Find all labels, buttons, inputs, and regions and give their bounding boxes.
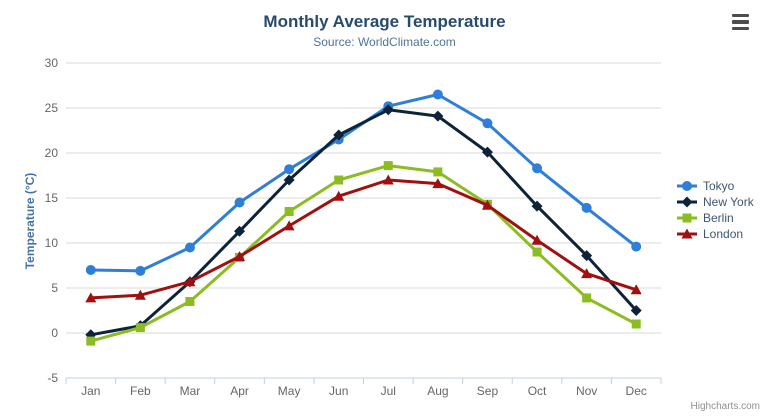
legend-item-label: Berlin	[703, 211, 734, 225]
series-new-york	[85, 104, 642, 341]
x-axis-label: Mar	[180, 384, 201, 398]
data-point[interactable]	[283, 220, 295, 231]
series-london	[85, 174, 642, 303]
data-point[interactable]	[334, 175, 344, 185]
legend-item-london[interactable]: London	[676, 226, 754, 242]
x-axis-label: Apr	[230, 384, 249, 398]
x-axis-label: Jan	[81, 384, 100, 398]
series-line[interactable]	[89, 108, 638, 337]
x-axis-label: Oct	[528, 384, 547, 398]
credits-link[interactable]: Highcharts.com	[690, 401, 760, 412]
y-axis-label: -5	[47, 371, 58, 385]
data-point[interactable]	[432, 89, 443, 100]
x-axis-label: Aug	[427, 384, 448, 398]
x-axis-label: May	[278, 384, 301, 398]
y-axis-label: 15	[45, 191, 59, 205]
data-point[interactable]	[283, 174, 295, 186]
series-line[interactable]	[89, 178, 638, 300]
square-marker-icon	[677, 213, 697, 223]
legend-item-label: Tokyo	[703, 179, 735, 193]
data-point[interactable]	[630, 284, 642, 295]
data-point[interactable]	[185, 297, 195, 306]
data-point[interactable]	[135, 265, 146, 276]
square-marker-icon[interactable]	[682, 213, 692, 223]
data-point[interactable]	[234, 197, 245, 208]
x-axis-label: Feb	[130, 384, 151, 398]
data-point[interactable]	[481, 199, 493, 210]
y-axis-label: 20	[45, 146, 59, 160]
data-point[interactable]	[85, 265, 96, 275]
data-point[interactable]	[184, 242, 195, 253]
data-point[interactable]	[333, 190, 345, 201]
legend-item-tokyo[interactable]: Tokyo	[676, 178, 754, 194]
data-point[interactable]	[481, 146, 493, 158]
data-point[interactable]	[333, 129, 345, 141]
series-line[interactable]	[89, 164, 638, 343]
diamond-marker-icon[interactable]	[681, 196, 693, 208]
y-axis-label: 0	[51, 326, 58, 340]
x-axis-label: Dec	[626, 384, 647, 398]
triangle-marker-icon[interactable]	[681, 228, 693, 239]
data-point[interactable]	[532, 247, 542, 257]
x-axis-label: Sep	[477, 384, 499, 398]
circle-marker-icon	[677, 181, 697, 191]
chart-subtitle: Source: WorldClimate.com	[313, 35, 456, 49]
data-point[interactable]	[284, 164, 295, 175]
legend-item-berlin[interactable]: Berlin	[676, 210, 754, 226]
y-axis-label: 30	[45, 56, 59, 70]
data-point[interactable]	[531, 200, 543, 212]
data-point[interactable]	[631, 319, 641, 329]
export-menu-button[interactable]	[730, 11, 752, 33]
x-axis-label: Jun	[329, 384, 348, 398]
data-point[interactable]	[630, 305, 642, 316]
hamburger-menu-icon	[732, 13, 749, 18]
data-point[interactable]	[531, 234, 543, 245]
data-point[interactable]	[135, 323, 145, 333]
data-point[interactable]	[86, 336, 96, 346]
series-tokyo	[85, 89, 642, 276]
data-point[interactable]	[382, 104, 394, 116]
triangle-marker-icon	[677, 228, 697, 239]
data-point[interactable]	[382, 174, 394, 185]
y-axis-label: 10	[45, 236, 59, 250]
legend-item-new-york[interactable]: New York	[676, 194, 754, 210]
data-point[interactable]	[581, 268, 593, 279]
data-point[interactable]	[234, 251, 246, 261]
y-axis-label: 25	[45, 101, 59, 115]
data-point[interactable]	[631, 241, 642, 252]
y-axis-label: 5	[51, 281, 58, 295]
data-point[interactable]	[432, 110, 444, 122]
x-axis-label: Jul	[381, 384, 396, 398]
data-point[interactable]	[432, 178, 444, 189]
data-point[interactable]	[482, 118, 493, 129]
data-point[interactable]	[532, 163, 543, 174]
chart-title: Monthly Average Temperature	[263, 12, 506, 31]
data-point[interactable]	[383, 161, 393, 171]
diamond-marker-icon	[677, 196, 697, 208]
data-point[interactable]	[581, 250, 593, 262]
legend-item-label: New York	[703, 195, 754, 209]
data-point[interactable]	[134, 289, 146, 300]
data-point[interactable]	[85, 292, 97, 303]
circle-marker-icon[interactable]	[682, 181, 692, 191]
legend-item-label: London	[703, 227, 744, 241]
data-point[interactable]	[234, 225, 246, 237]
data-point[interactable]	[433, 167, 443, 177]
x-axis-label: Nov	[576, 384, 597, 398]
data-point[interactable]	[581, 202, 592, 213]
data-point[interactable]	[582, 293, 592, 303]
legend: Tokyo New York Berlin London	[676, 178, 754, 242]
data-point[interactable]	[184, 276, 196, 287]
data-point[interactable]	[284, 207, 294, 216]
